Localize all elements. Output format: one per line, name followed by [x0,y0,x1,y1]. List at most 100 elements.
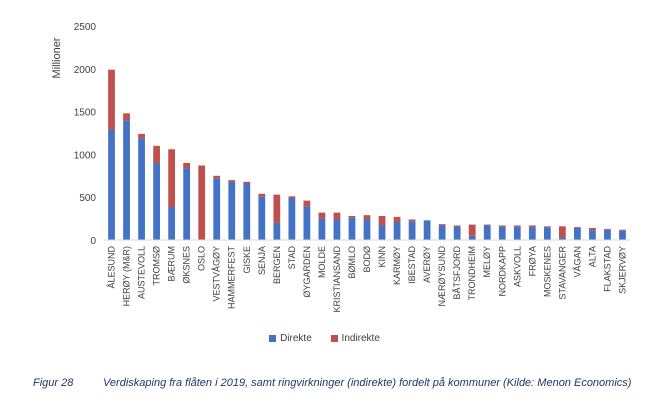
x-tick-label: KRISTIANSAND [332,246,342,313]
bar-direkte [513,226,521,240]
bar-indirekte [153,145,160,163]
bar-indirekte [363,215,371,220]
bar-indirekte [168,149,176,208]
bar-indirekte [498,225,506,227]
y-tick-label: 2500 [74,22,97,33]
bar-direkte [228,181,236,240]
x-tick-label: TRONDHEIM [467,246,477,301]
x-tick-label: STAVANGER [557,246,567,300]
bar-direkte [123,120,130,240]
legend-label-direkte: Direkte [280,333,312,344]
x-tick-label: SENJA [257,246,267,275]
x-tick-label: NÆRØYSUND [437,246,447,307]
bar-direkte [438,225,446,240]
bar-direkte [408,221,416,240]
bar-direkte [108,129,115,240]
bar-direkte [574,228,581,240]
x-tick-label: BODØ [362,246,372,273]
x-tick-label: NORDKAPP [497,246,507,297]
legend-swatch-direkte [269,335,277,342]
x-tick-label: MOLDE [317,246,327,278]
bar-indirekte [513,225,521,227]
bar-indirekte [393,216,401,223]
y-axis: 0 500 1000 1500 2000 2500 [74,22,97,247]
bar-direkte [589,230,596,240]
x-tick-label: ALTA [587,246,597,267]
x-tick-label: KINN [377,246,387,268]
y-tick-label: 2000 [74,65,97,76]
bar-direkte [243,183,251,240]
legend-label-indirekte: Indirekte [341,333,380,344]
bar-indirekte [288,196,296,199]
bar-indirekte [138,133,145,139]
bar-direkte [333,219,341,240]
bar-direkte [423,220,431,240]
bar-direkte [153,162,160,240]
bars [108,69,626,240]
x-tick-label: AVERØY [422,246,432,283]
bar-indirekte [183,162,191,169]
x-tick-label: IBESTAD [407,246,417,284]
bar-indirekte [453,225,461,227]
x-tick-label: ØKSNES [182,246,192,284]
y-tick-label: 1000 [74,150,97,161]
figure-label: Figur 28 [33,377,74,389]
bar-indirekte [348,216,356,218]
bar-indirekte [589,228,596,231]
y-axis-label: Millioner [51,37,63,78]
x-tick-label: SKJERVØY [617,246,627,294]
bar-direkte [288,198,296,240]
bar-indirekte [408,219,416,222]
y-tick-label: 1500 [74,108,97,119]
x-tick-label: HAMMERFEST [227,245,237,309]
bar-direkte [273,222,281,240]
y-tick-label: 0 [90,236,96,247]
x-tick-label: ØYGARDEN [302,246,312,298]
bar-direkte [258,196,266,240]
x-tick-label: AUSTEVOLL [137,246,147,299]
bar-indirekte [123,113,130,121]
bar-indirekte [604,228,611,230]
bar-direkte [363,219,371,240]
bar-indirekte [438,224,446,226]
figure-caption-text: Verdiskaping fra flåten i 2019, samt rin… [103,377,632,389]
bar-indirekte [483,224,491,226]
x-tick-label: TROMSØ [152,246,162,286]
bar-direkte [378,225,386,240]
x-tick-label: STAD [287,246,297,270]
bar-indirekte [258,193,266,197]
bar-indirekte [228,180,236,182]
bar-indirekte [318,212,326,219]
bar-direkte [604,229,611,240]
bar-indirekte [378,216,386,226]
bar-indirekte [528,225,536,228]
bar-indirekte [213,175,221,179]
legend-item-indirekte: Indirekte [330,333,380,344]
y-tick-label: 500 [79,193,96,204]
bar-direkte [393,222,401,240]
bar-indirekte [303,200,311,207]
x-tick-label: BØMLO [347,246,357,279]
legend: Direkte Indirekte [0,333,649,345]
x-tick-label: BÅTSFJORD [452,246,462,300]
bar-direkte [483,225,491,240]
x-tick-label: FRØYA [527,246,537,276]
x-tick-label: FLAKSTAD [602,245,612,291]
bar-direkte [498,226,506,240]
bar-indirekte [468,224,476,236]
bar-direkte [528,227,536,240]
bar-direkte [213,178,221,240]
x-tick-label: VÅGAN [572,246,582,278]
bar-indirekte [273,194,281,223]
bar-indirekte [574,227,581,229]
x-tick-label: BERGEN [272,246,282,284]
bar-indirekte [558,226,566,238]
bar-direkte [558,237,566,240]
x-axis: ÅLESUND HERØY (M&R) AUSTEVOLL TROMSØ BÆRUM ØK… [104,239,630,313]
x-tick-label: GISKE [242,246,252,274]
bar-direkte [468,235,476,240]
bar-indirekte [619,229,626,231]
x-tick-label: MOSKENES [542,246,552,297]
bar-indirekte [108,69,115,130]
